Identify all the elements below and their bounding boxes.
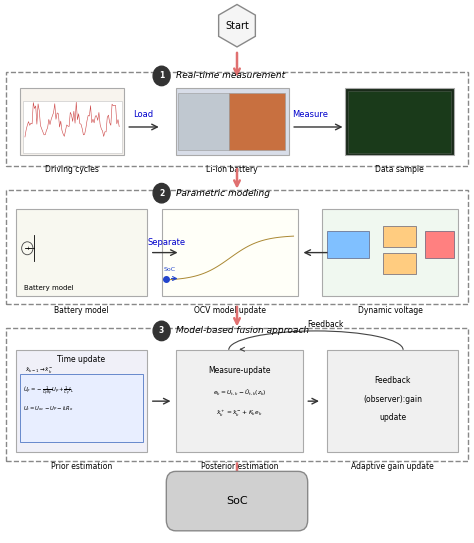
- Polygon shape: [219, 4, 255, 47]
- Bar: [23, 102, 121, 153]
- Text: Real-time measurement: Real-time measurement: [176, 72, 285, 80]
- Text: Time update: Time update: [57, 355, 106, 364]
- Bar: [426, 231, 454, 258]
- Bar: [16, 210, 147, 296]
- Text: SoC: SoC: [226, 496, 248, 506]
- Text: Model-based fusion approach: Model-based fusion approach: [176, 326, 309, 336]
- Text: Data sample: Data sample: [375, 165, 424, 174]
- Bar: [348, 91, 451, 153]
- Bar: [6, 72, 468, 166]
- Text: +: +: [25, 246, 30, 251]
- Text: Battery model: Battery model: [54, 306, 109, 314]
- Bar: [20, 88, 124, 155]
- Bar: [229, 93, 285, 150]
- Bar: [6, 191, 468, 304]
- Text: Adaptive gain update: Adaptive gain update: [351, 462, 434, 471]
- Circle shape: [153, 321, 170, 340]
- Bar: [176, 350, 303, 452]
- Bar: [322, 210, 458, 296]
- Bar: [178, 93, 229, 150]
- Bar: [327, 350, 458, 452]
- Bar: [383, 225, 416, 247]
- Text: $\hat{x}_{k-1} \rightarrow \hat{x}_k^-$: $\hat{x}_{k-1} \rightarrow \hat{x}_k^-$: [25, 366, 54, 376]
- Text: Driving cycles: Driving cycles: [45, 165, 99, 174]
- Text: OCV model update: OCV model update: [194, 306, 266, 314]
- Text: Prior estimation: Prior estimation: [51, 462, 112, 471]
- Text: Measure: Measure: [292, 110, 328, 119]
- Bar: [383, 252, 416, 274]
- FancyBboxPatch shape: [166, 471, 308, 531]
- Circle shape: [153, 66, 170, 86]
- Text: Measure-update: Measure-update: [208, 366, 271, 375]
- Bar: [20, 374, 143, 441]
- Bar: [162, 210, 298, 296]
- Text: update: update: [379, 413, 406, 422]
- Text: Posterior estimation: Posterior estimation: [201, 462, 278, 471]
- Bar: [346, 88, 454, 155]
- Bar: [176, 88, 289, 155]
- Text: 1: 1: [159, 72, 164, 80]
- Text: Separate: Separate: [147, 238, 185, 247]
- Text: 3: 3: [159, 326, 164, 336]
- Text: Li-ion battery: Li-ion battery: [207, 165, 258, 174]
- Text: $U_t = U_{oc} - U_P - I_L R_o$: $U_t = U_{oc} - U_P - I_L R_o$: [23, 404, 73, 413]
- Text: $\dot{U}_P = -\frac{1}{C_P R_P}U_P + \frac{1}{C_P}I_L$: $\dot{U}_P = -\frac{1}{C_P R_P}U_P + \fr…: [23, 385, 74, 397]
- Bar: [16, 350, 147, 452]
- Bar: [6, 328, 468, 460]
- Text: SoC: SoC: [164, 267, 176, 272]
- Text: Start: Start: [225, 21, 249, 31]
- Bar: [327, 231, 369, 258]
- Text: 2: 2: [159, 188, 164, 198]
- Text: Battery model: Battery model: [24, 286, 73, 292]
- Text: $e_k = U_{t,k} - \hat{U}_{t,k}(z_k)$: $e_k = U_{t,k} - \hat{U}_{t,k}(z_k)$: [213, 388, 266, 398]
- Text: Feedback: Feedback: [307, 320, 344, 329]
- Text: Load: Load: [133, 110, 153, 119]
- Text: $\hat{x}_k^+ = \hat{x}_k^- + K_k e_k$: $\hat{x}_k^+ = \hat{x}_k^- + K_k e_k$: [216, 408, 263, 419]
- Text: Feedback: Feedback: [374, 376, 410, 385]
- Text: Parametric modeling: Parametric modeling: [176, 188, 270, 198]
- Text: Dynamic voltage: Dynamic voltage: [358, 306, 423, 314]
- Circle shape: [153, 184, 170, 203]
- Text: (observer):gain: (observer):gain: [363, 395, 422, 403]
